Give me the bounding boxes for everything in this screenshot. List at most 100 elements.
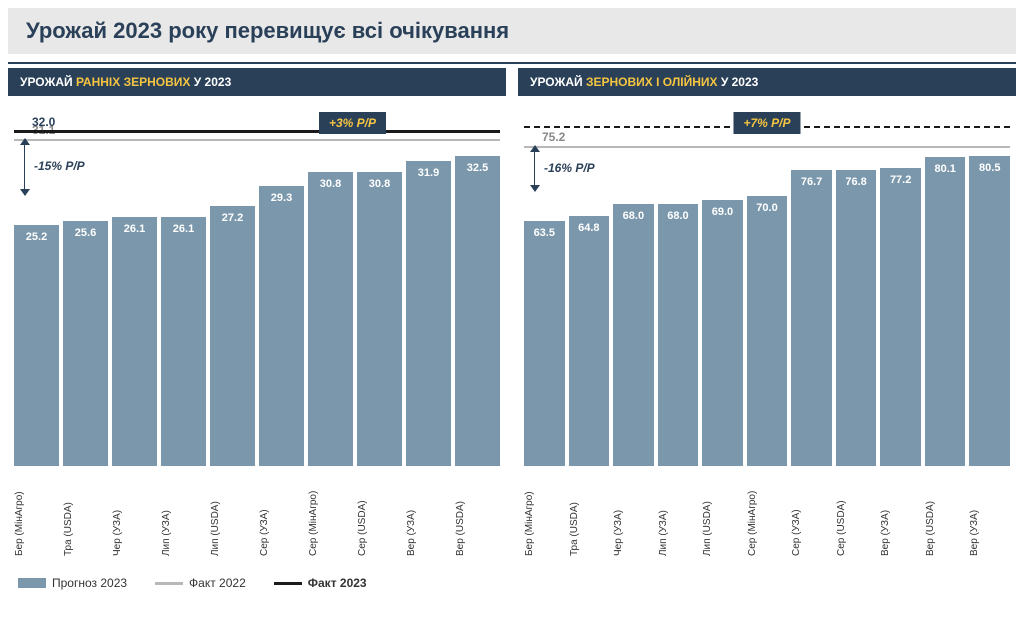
bars-container: 25.2 25.6 26.1 26.1 27.2 29.3 30.8 30.8 31.9 32.5 [14,146,500,466]
bar: 25.6 [63,221,108,466]
bar: 77.2 [880,168,921,466]
bar-column: 25.6 [63,146,108,466]
bar-value: 31.9 [418,167,439,466]
growth-badge: +3% Р/Р [319,112,386,134]
x-label: Лип (USDA) [702,468,743,558]
bar-column: 77.2 [880,146,921,466]
charts-row: УРОЖАЙ РАННІХ ЗЕРНОВИХ У 202331.132.0+3%… [0,68,1024,558]
bar: 26.1 [161,217,206,466]
x-label: Вер (УЗА) [406,468,451,558]
bar-column: 31.9 [406,146,451,466]
legend: Прогноз 2023 Факт 2022 Факт 2023 [0,558,1024,590]
bar: 68.0 [613,204,654,466]
title-divider [8,62,1016,64]
bar-value: 25.2 [26,231,47,466]
chart-header: УРОЖАЙ РАННІХ ЗЕРНОВИХ У 2023 [8,68,506,96]
x-label: Лип (USDA) [210,468,255,558]
plot-area: 75.2+7% Р/Р-16% Р/Р63.564.868.068.069.07… [518,96,1016,466]
bar-column: 64.8 [569,146,610,466]
bar: 26.1 [112,217,157,466]
x-label: Вер (УЗА) [880,468,921,558]
bar-column: 76.8 [836,146,877,466]
reference-line: 32.0 [14,130,500,133]
yoy-arrow [20,139,30,195]
bar-value: 80.1 [934,163,955,466]
legend-item: Факт 2023 [274,576,367,590]
bar-value: 32.5 [467,162,488,466]
bar-value: 68.0 [623,210,644,466]
bar-value: 25.6 [75,227,96,466]
bar-column: 68.0 [613,146,654,466]
bar-column: 80.1 [925,146,966,466]
bar-value: 69.0 [712,206,733,466]
chart-header: УРОЖАЙ ЗЕРНОВИХ І ОЛІЙНИХ У 2023 [518,68,1016,96]
bar-column: 68.0 [658,146,699,466]
legend-label: Прогноз 2023 [52,576,127,590]
bar-column: 29.3 [259,146,304,466]
bar-value: 29.3 [271,192,292,466]
yoy-arrow [530,146,540,191]
bar: 68.0 [658,204,699,466]
bar: 70.0 [747,196,788,466]
bar-value: 30.8 [369,178,390,466]
x-label: Сер (USDA) [836,468,877,558]
x-label: Лип (УЗА) [658,468,699,558]
x-label: Вер (УЗА) [969,468,1010,558]
x-label: Бер (МінАгро) [524,468,565,558]
chart-early-grains: УРОЖАЙ РАННІХ ЗЕРНОВИХ У 202331.132.0+3%… [8,68,506,558]
bar-column: 26.1 [161,146,206,466]
chart-grains-oilseeds: УРОЖАЙ ЗЕРНОВИХ І ОЛІЙНИХ У 202375.2+7% … [518,68,1016,558]
bar-column: 26.1 [112,146,157,466]
bar-value: 76.8 [845,176,866,466]
x-label: Сер (МінАгро) [308,468,353,558]
x-label: Сер (УЗА) [791,468,832,558]
x-label: Вер (USDA) [925,468,966,558]
yoy-change-label: -16% Р/Р [544,161,595,175]
bar-column: 69.0 [702,146,743,466]
x-label: Чер (УЗА) [613,468,654,558]
bar-column: 30.8 [357,146,402,466]
bar-column: 70.0 [747,146,788,466]
bar: 80.5 [969,156,1010,466]
bar: 29.3 [259,186,304,466]
bar-value: 26.1 [173,223,194,466]
bar: 30.8 [357,172,402,466]
x-label: Тра (USDA) [63,468,108,558]
x-label: Сер (МінАгро) [747,468,788,558]
legend-swatch-line [155,582,183,585]
plot-area: 31.132.0+3% Р/Р-15% Р/Р25.225.626.126.12… [8,96,506,466]
x-label: Сер (УЗА) [259,468,304,558]
bar: 76.7 [791,170,832,466]
growth-badge: +7% Р/Р [733,112,800,134]
bar-value: 68.0 [667,210,688,466]
legend-swatch-bar [18,578,46,588]
bar-value: 80.5 [979,162,1000,466]
bar-column: 32.5 [455,146,500,466]
bar: 27.2 [210,206,255,466]
bar-value: 26.1 [124,223,145,466]
page-title: Урожай 2023 року перевищує всі очікуванн… [26,18,998,44]
bar: 63.5 [524,221,565,466]
bar-column: 76.7 [791,146,832,466]
legend-label: Факт 2023 [308,576,367,590]
bar-value: 70.0 [756,202,777,466]
page-title-bar: Урожай 2023 року перевищує всі очікуванн… [8,8,1016,54]
legend-item: Факт 2022 [155,576,246,590]
x-label: Бер (МінАгро) [14,468,59,558]
x-label: Чер (УЗА) [112,468,157,558]
x-label: Вер (USDA) [455,468,500,558]
bar-value: 63.5 [534,227,555,466]
x-label: Сер (USDA) [357,468,402,558]
bar: 80.1 [925,157,966,466]
x-axis-labels: Бер (МінАгро)Тра (USDA)Чер (УЗА)Лип (УЗА… [518,466,1016,558]
legend-label: Факт 2022 [189,576,246,590]
legend-item: Прогноз 2023 [18,576,127,590]
bar-value: 27.2 [222,212,243,466]
legend-swatch-line [274,582,302,585]
bar-value: 64.8 [578,222,599,466]
yoy-change-label: -15% Р/Р [34,159,85,173]
bar-value: 30.8 [320,178,341,466]
bar: 25.2 [14,225,59,466]
bar: 30.8 [308,172,353,466]
bar-column: 63.5 [524,146,565,466]
